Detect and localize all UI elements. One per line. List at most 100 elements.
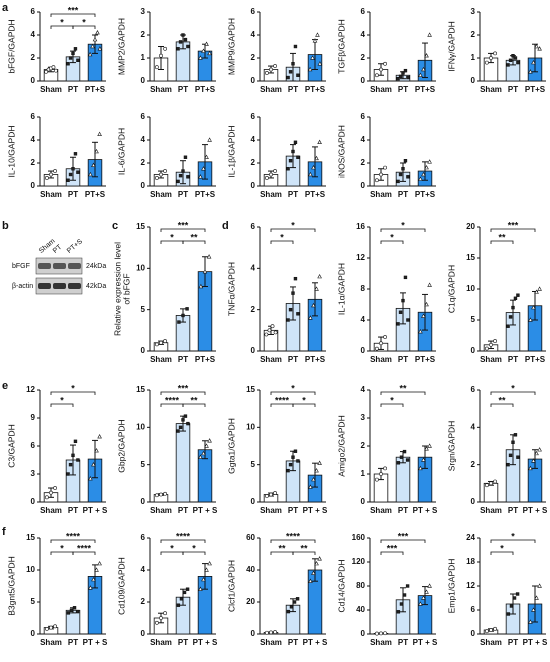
significance-bracket — [50, 539, 96, 543]
data-point — [311, 302, 316, 308]
data-point — [534, 289, 539, 294]
significance-label: ** — [278, 543, 286, 553]
blot-band — [68, 263, 81, 269]
data-point — [178, 40, 183, 44]
data-point — [185, 307, 189, 311]
significance-label: * — [60, 395, 64, 405]
y-tick-label: 4 — [361, 385, 366, 394]
data-point — [489, 481, 493, 486]
y-tick-label: 2 — [361, 441, 366, 450]
y-tick-label: 160 — [352, 533, 366, 542]
y-tick-label: 4 — [361, 135, 366, 144]
data-point — [528, 317, 533, 322]
data-point — [506, 63, 510, 67]
x-tick-label: Sham — [40, 638, 62, 647]
data-point — [75, 609, 80, 614]
significance-bracket — [490, 539, 536, 543]
band-size: 24kDa — [86, 263, 106, 270]
data-point — [207, 137, 212, 142]
x-tick-label: Sham — [150, 190, 172, 199]
significance-bracket — [270, 539, 316, 543]
y-tick-label: 5 — [471, 315, 476, 324]
data-point — [71, 167, 75, 171]
data-point — [512, 596, 517, 600]
significance-bracket — [270, 240, 294, 244]
y-tick-label: 0 — [251, 76, 256, 85]
significance-label: **** — [165, 395, 180, 405]
significance-bracket — [50, 403, 74, 407]
data-point — [198, 174, 203, 179]
data-point — [159, 616, 163, 620]
y-tick-label: 15 — [136, 385, 145, 394]
panel-label: d — [222, 220, 229, 232]
data-point — [403, 275, 408, 280]
y-tick-label: 2 — [141, 158, 146, 167]
y-tick-label: 15 — [466, 253, 475, 262]
y-axis-label: IL-10/GAPDH — [6, 126, 16, 178]
y-tick-label: 10 — [136, 263, 145, 272]
data-point — [76, 58, 80, 63]
y-tick-label: 0 — [141, 346, 146, 355]
y-tick-label: 24 — [466, 533, 475, 542]
data-point — [155, 620, 159, 625]
data-point — [179, 597, 184, 601]
data-point — [424, 446, 429, 451]
y-axis-label: TGFβ/GAPDH — [336, 19, 346, 73]
data-point — [293, 449, 298, 453]
data-point — [421, 313, 426, 318]
data-point — [181, 169, 185, 173]
data-point — [398, 74, 403, 79]
significance-label: ** — [190, 395, 198, 405]
y-axis-label: MMP9/GAPDH — [226, 18, 236, 75]
data-point — [91, 576, 96, 582]
significance-bracket — [160, 539, 206, 543]
y-tick-label: 0 — [31, 629, 36, 638]
data-point — [528, 619, 533, 624]
x-tick-label: Sham — [260, 85, 282, 94]
y-tick-label: 120 — [352, 557, 366, 566]
data-point — [68, 56, 73, 60]
y-axis-label: IL-6/GAPDH — [116, 128, 126, 175]
significance-bracket — [380, 240, 404, 244]
data-point — [398, 310, 403, 314]
data-point — [537, 46, 542, 51]
data-point — [176, 603, 181, 607]
x-tick-label: PT + S — [523, 638, 548, 647]
data-point — [94, 567, 99, 572]
significance-bracket — [270, 228, 316, 232]
y-axis-label: Cd109/GAPDH — [116, 557, 126, 615]
data-point — [508, 453, 513, 458]
data-point — [66, 62, 70, 66]
lane-label: PT — [52, 243, 64, 255]
significance-label: ** — [498, 395, 506, 405]
x-tick-label: Sham — [370, 506, 392, 515]
y-axis-label: Amigo2/GAPDH — [336, 415, 346, 476]
data-point — [317, 139, 322, 144]
data-point — [92, 36, 98, 42]
x-tick-label: Sham — [150, 85, 172, 94]
data-point — [516, 455, 520, 459]
data-point — [49, 172, 53, 177]
y-axis-label: Srgn/GAPDH — [446, 421, 456, 472]
y-axis-label: B3gnt5/GAPDH — [6, 556, 16, 616]
data-point — [516, 60, 520, 65]
data-point — [273, 169, 277, 173]
significance-bracket — [270, 391, 316, 395]
data-point — [493, 51, 497, 56]
significance-label: *** — [68, 5, 79, 15]
y-tick-label: 2 — [251, 158, 256, 167]
data-point — [375, 178, 379, 183]
data-point — [406, 75, 410, 80]
data-point — [314, 155, 319, 161]
y-tick-label: 0 — [471, 346, 476, 355]
x-tick-label: PT — [288, 355, 298, 364]
data-point — [178, 173, 183, 178]
data-point — [508, 315, 513, 319]
data-point — [177, 320, 181, 324]
y-tick-label: 0 — [251, 497, 256, 506]
y-tick-label: 10 — [136, 422, 145, 431]
data-point — [94, 148, 99, 154]
data-point — [207, 438, 212, 443]
data-point — [163, 611, 167, 616]
data-point — [489, 56, 493, 60]
